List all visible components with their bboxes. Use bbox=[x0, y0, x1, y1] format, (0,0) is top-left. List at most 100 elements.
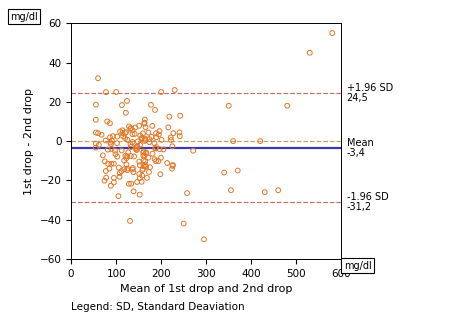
Point bbox=[256, 138, 264, 144]
Point bbox=[145, 155, 152, 160]
Point bbox=[110, 175, 118, 181]
Point bbox=[118, 127, 126, 133]
Point bbox=[116, 174, 123, 180]
Point bbox=[98, 132, 105, 137]
Point bbox=[156, 172, 164, 177]
Point bbox=[108, 161, 115, 167]
Text: -3,4: -3,4 bbox=[346, 148, 365, 158]
Point bbox=[107, 140, 114, 145]
Point bbox=[94, 130, 102, 136]
Point bbox=[115, 194, 122, 199]
Point bbox=[234, 168, 241, 173]
Point bbox=[92, 130, 100, 135]
Point bbox=[127, 125, 135, 131]
Point bbox=[138, 179, 146, 185]
Point bbox=[229, 138, 237, 144]
Point bbox=[145, 130, 152, 135]
Point bbox=[120, 158, 128, 163]
Point bbox=[180, 221, 187, 226]
Point bbox=[92, 117, 100, 123]
Point bbox=[115, 165, 123, 170]
Point bbox=[200, 237, 208, 242]
Point bbox=[165, 114, 173, 119]
Point bbox=[95, 142, 103, 148]
Point bbox=[183, 191, 191, 196]
Point bbox=[146, 139, 153, 145]
Text: -31,2: -31,2 bbox=[346, 203, 372, 212]
Point bbox=[133, 179, 141, 185]
Point bbox=[128, 139, 136, 145]
Point bbox=[116, 129, 124, 134]
Point bbox=[94, 76, 102, 81]
Point bbox=[101, 159, 109, 164]
Point bbox=[169, 163, 176, 169]
Point bbox=[92, 141, 100, 146]
Point bbox=[130, 189, 137, 194]
Point bbox=[92, 145, 100, 150]
Point bbox=[146, 165, 154, 170]
Point bbox=[127, 144, 135, 149]
Point bbox=[152, 131, 160, 136]
Point bbox=[100, 178, 108, 183]
Point bbox=[328, 31, 336, 36]
Point bbox=[170, 130, 177, 136]
Point bbox=[108, 146, 115, 152]
Point bbox=[126, 218, 134, 224]
Point bbox=[123, 154, 131, 159]
Point bbox=[167, 137, 175, 143]
Point bbox=[102, 138, 109, 143]
Point bbox=[155, 158, 162, 164]
Point bbox=[156, 128, 164, 134]
Point bbox=[107, 141, 115, 146]
Point bbox=[116, 170, 123, 176]
Text: 24,5: 24,5 bbox=[346, 93, 368, 103]
Point bbox=[168, 166, 176, 171]
Point bbox=[148, 123, 156, 128]
Point bbox=[118, 102, 126, 108]
Point bbox=[227, 188, 235, 193]
Point bbox=[155, 132, 163, 137]
Point bbox=[306, 50, 313, 55]
Point bbox=[139, 166, 146, 172]
Point bbox=[132, 147, 140, 152]
Point bbox=[152, 146, 159, 151]
Point bbox=[124, 167, 131, 173]
Point bbox=[121, 135, 129, 141]
Point bbox=[122, 129, 130, 135]
Point bbox=[141, 162, 149, 168]
Point bbox=[152, 158, 160, 164]
Point bbox=[158, 137, 165, 142]
Point bbox=[136, 171, 143, 177]
Point bbox=[220, 170, 228, 175]
Point bbox=[225, 103, 232, 108]
Point bbox=[118, 130, 126, 136]
Point bbox=[142, 151, 150, 156]
Point bbox=[164, 160, 171, 166]
Point bbox=[110, 161, 118, 166]
Point bbox=[190, 148, 197, 153]
Point bbox=[123, 162, 130, 167]
Point bbox=[124, 137, 131, 142]
Point bbox=[176, 133, 183, 139]
Text: Legend: SD, Standard Deaviation: Legend: SD, Standard Deaviation bbox=[71, 302, 245, 312]
Point bbox=[104, 147, 112, 152]
Point bbox=[149, 151, 156, 156]
Point bbox=[102, 90, 110, 95]
Point bbox=[125, 149, 132, 155]
Point bbox=[139, 153, 147, 158]
Point bbox=[127, 126, 134, 131]
Point bbox=[92, 102, 100, 107]
Point bbox=[102, 175, 110, 180]
Point bbox=[129, 169, 137, 175]
Point bbox=[135, 123, 143, 128]
Point bbox=[136, 163, 144, 168]
Point bbox=[128, 131, 136, 137]
Point bbox=[133, 144, 141, 149]
Point bbox=[153, 134, 160, 140]
Point bbox=[111, 148, 118, 153]
Point bbox=[129, 165, 137, 171]
Point bbox=[118, 169, 125, 174]
Point bbox=[141, 159, 149, 164]
Point bbox=[121, 130, 129, 136]
Point bbox=[128, 181, 135, 186]
